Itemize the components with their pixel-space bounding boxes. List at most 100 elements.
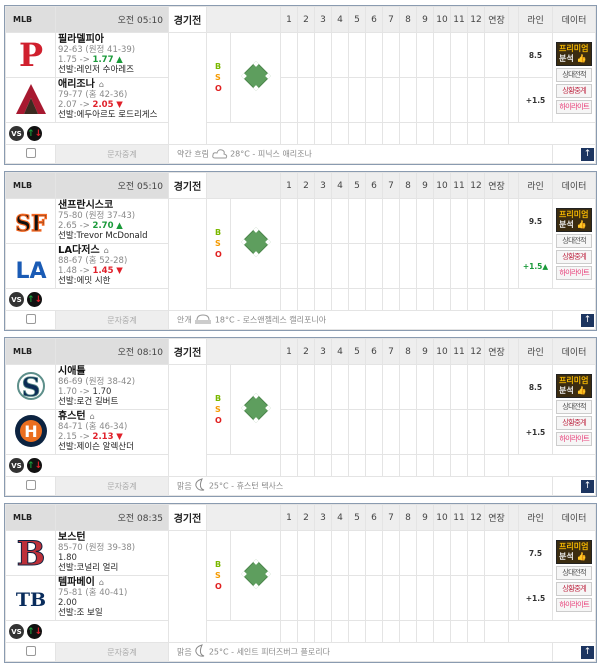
team-logo-cell: S [5, 364, 56, 410]
live-situation-button[interactable]: 상황중계 [556, 581, 592, 596]
vs-icon[interactable]: VS [9, 292, 24, 307]
highlight-button[interactable]: 하이라이트 [556, 431, 592, 446]
rays-logo: TB [12, 580, 50, 614]
vs-icon[interactable]: VS [9, 624, 24, 639]
select-checkbox[interactable] [25, 147, 36, 158]
score-cell [297, 530, 315, 576]
score-cell [280, 454, 298, 477]
score-cell [467, 122, 485, 145]
score-cell [484, 409, 509, 455]
inning-header: 5 [348, 172, 366, 199]
score-cell [280, 243, 298, 289]
line-handicap: +1.5▲ [518, 243, 553, 289]
blank-header [508, 338, 519, 365]
score-cell [331, 530, 349, 576]
text-relay-button[interactable]: 문자중계 [55, 642, 169, 662]
text-relay-button[interactable]: 문자중계 [55, 144, 169, 164]
inning-header: 12 [467, 172, 485, 199]
vs-icon[interactable]: VS [9, 126, 24, 141]
head-to-head-button[interactable]: 상대전적 [556, 67, 592, 82]
game-footer-row: 문자중계 맑음 25°C - 세인트 피터즈버그 플로리다 ↑ [5, 642, 596, 662]
select-checkbox[interactable] [25, 645, 36, 656]
weather-info: 안개 18°C - 로스앤젤레스 캘리포니아 [168, 310, 553, 330]
analysis-label: 분석 [559, 385, 574, 395]
select-checkbox[interactable] [25, 313, 36, 324]
premium-analysis-button[interactable]: 프리미엄 분석 👍 [556, 207, 592, 232]
score-cell [365, 32, 383, 78]
odds-current: 2.05 [92, 100, 114, 110]
count-b: B [215, 560, 222, 569]
odds-from: 2.65 -> [58, 221, 90, 231]
odds-change-icon[interactable]: ↑ ↓ [27, 458, 42, 473]
highlight-button[interactable]: 하이라이트 [556, 265, 592, 280]
live-situation-button[interactable]: 상황중계 [556, 83, 592, 98]
team-name[interactable]: 샌프란시스코 [58, 200, 114, 211]
team-logo-cell: SF [5, 198, 56, 244]
inning-header: 4 [331, 6, 349, 33]
score-cell [382, 198, 400, 244]
line-header: 라인 [518, 338, 553, 365]
select-checkbox[interactable] [25, 479, 36, 490]
premium-analysis-button[interactable]: 프리미엄 분석 👍 [556, 41, 592, 66]
blank-header [508, 6, 519, 33]
score-cell [433, 77, 451, 123]
inning-header: 12 [467, 338, 485, 365]
premium-analysis-button[interactable]: 프리미엄 분석 👍 [556, 373, 592, 398]
score-cell [382, 575, 400, 621]
scroll-top-button[interactable]: ↑ [581, 147, 594, 161]
scroll-top-button[interactable]: ↑ [581, 645, 594, 659]
text-relay-button[interactable]: 문자중계 [55, 310, 169, 330]
weather-text: 맑음 [177, 481, 192, 491]
team-name[interactable]: 휴스턴 [58, 411, 86, 422]
head-to-head-button[interactable]: 상대전적 [556, 565, 592, 580]
score-cell [399, 454, 417, 477]
odds-change-icon[interactable]: ↑ ↓ [27, 126, 42, 141]
head-to-head-button[interactable]: 상대전적 [556, 233, 592, 248]
score-cell [297, 122, 315, 145]
redsox-logo: B [12, 535, 50, 569]
count-b: B [215, 394, 222, 403]
inning-header: 7 [382, 172, 400, 199]
highlight-button[interactable]: 하이라이트 [556, 99, 592, 114]
team-name[interactable]: LA다저스 [58, 245, 100, 256]
team-name[interactable]: 템파베이 [58, 577, 95, 588]
blank-cell [206, 454, 281, 477]
thumbs-up-icon: 👍 [576, 219, 587, 229]
temperature-location: 25°C - 세인트 피터즈버그 플로리다 [208, 647, 330, 657]
scroll-top-button[interactable]: ↑ [581, 479, 594, 493]
vs-icon[interactable]: VS [9, 458, 24, 473]
data-buttons: 프리미엄 분석 👍 상대전적 상황중계 하이라이트 [552, 530, 596, 621]
live-situation-button[interactable]: 상황중계 [556, 415, 592, 430]
score-cell [484, 77, 509, 123]
odds-change-icon[interactable]: ↑ ↓ [27, 624, 42, 639]
odds-current: 1.45 [92, 266, 114, 276]
team-name[interactable]: 시애틀 [58, 366, 86, 377]
line-header: 라인 [518, 6, 553, 33]
team-name[interactable]: 필라델피아 [58, 34, 104, 45]
highlight-button[interactable]: 하이라이트 [556, 597, 592, 612]
score-cell [314, 288, 332, 311]
premium-analysis-button[interactable]: 프리미엄 분석 👍 [556, 539, 592, 564]
home-team-row: H 휴스턴 ⌂ 84-71 (홈 46-34) 2.15 -> 2.13 ▼ 선발… [5, 409, 596, 455]
team-info-away: 필라델피아 92-63 (원정 41-39) 1.75 -> 1.77 ▲ 선발… [55, 32, 169, 78]
live-situation-button[interactable]: 상황중계 [556, 249, 592, 264]
handicap-value: +1.5 [522, 261, 543, 271]
count-b: B [215, 228, 222, 237]
scroll-top-button[interactable]: ↑ [581, 313, 594, 327]
score-cell [331, 198, 349, 244]
vs-row: VS ↑ ↓ [5, 620, 596, 643]
score-cell [382, 454, 400, 477]
head-to-head-button[interactable]: 상대전적 [556, 399, 592, 414]
score-cell [450, 198, 468, 244]
analysis-label: 분석 [559, 219, 574, 229]
score-cell [297, 77, 315, 123]
score-cell [484, 454, 509, 477]
score-cell [467, 454, 485, 477]
text-relay-button[interactable]: 문자중계 [55, 476, 169, 496]
score-cell [484, 620, 509, 643]
odds-change-icon[interactable]: ↑ ↓ [27, 292, 42, 307]
blank-cell [508, 122, 596, 145]
team-name[interactable]: 애리조나 [58, 79, 95, 90]
team-name[interactable]: 보스턴 [58, 532, 86, 543]
analysis-label: 분석 [559, 551, 574, 561]
